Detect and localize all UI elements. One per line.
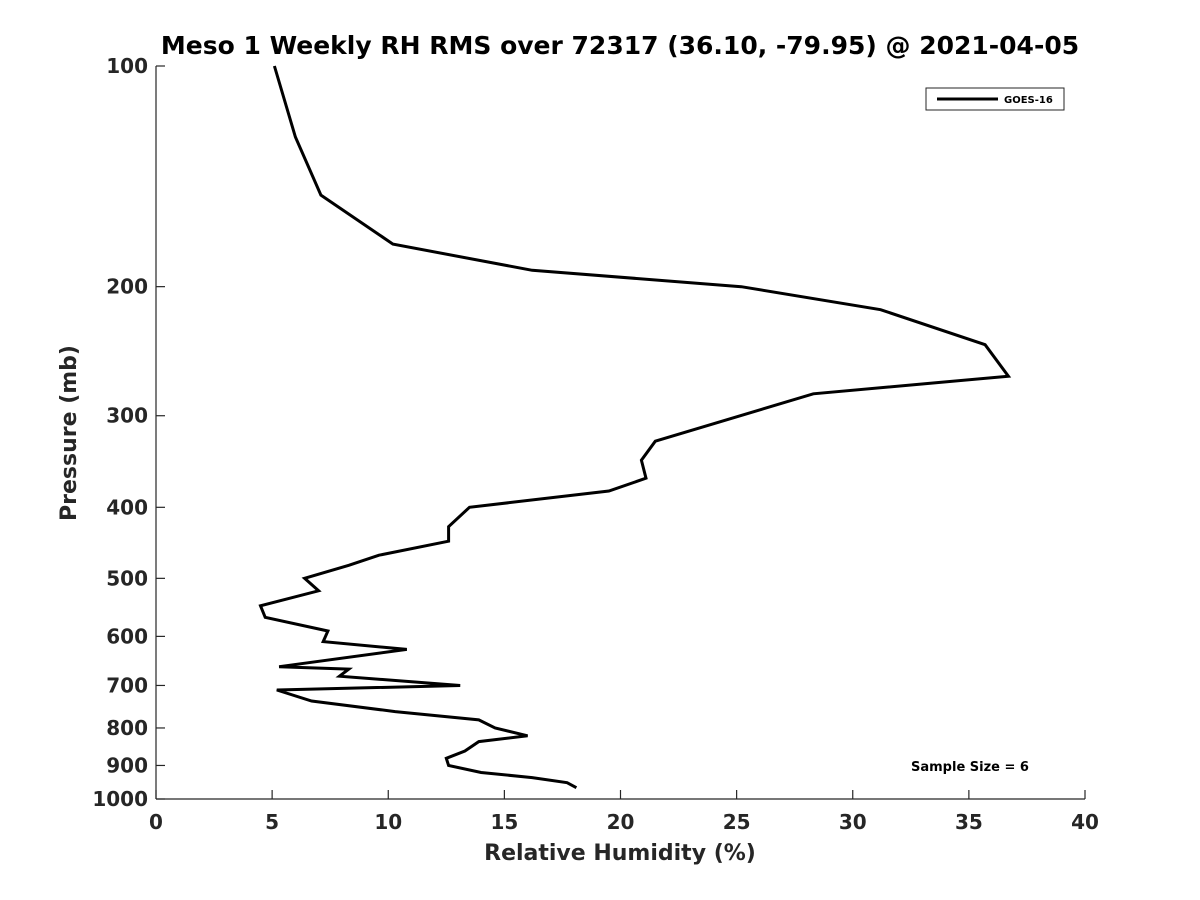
x-tick-label: 10 — [374, 810, 402, 834]
y-tick-label: 500 — [106, 566, 148, 590]
x-tick-label: 25 — [723, 810, 751, 834]
y-tick-label: 400 — [106, 495, 148, 519]
x-tick-label: 15 — [490, 810, 518, 834]
y-tick-label: 200 — [106, 275, 148, 299]
x-tick-label: 5 — [265, 810, 279, 834]
y-axis-label: Pressure (mb) — [57, 345, 82, 521]
y-tick-label: 100 — [106, 54, 148, 78]
legend: GOES-16 — [925, 87, 1065, 111]
x-tick-label: 20 — [607, 810, 635, 834]
y-tick-label: 1000 — [92, 787, 148, 811]
x-tick-label: 35 — [955, 810, 983, 834]
y-tick-label: 600 — [106, 624, 148, 648]
y-tick-label: 700 — [106, 673, 148, 697]
x-ticks: 0 5 10 15 20 25 30 35 40 — [149, 790, 1099, 834]
sample-size-annotation: Sample Size = 6 — [911, 760, 1029, 775]
chart-title: Meso 1 Weekly RH RMS over 72317 (36.10, … — [161, 31, 1079, 60]
series-layer — [258, 65, 1012, 790]
x-tick-label: 30 — [839, 810, 867, 834]
series-line-goes-16 — [258, 65, 1012, 790]
x-tick-label: 0 — [149, 810, 163, 834]
y-tick-label: 300 — [106, 404, 148, 428]
legend-entry-label: GOES-16 — [1004, 95, 1053, 106]
y-tick-label: 800 — [106, 716, 148, 740]
x-axis-label: Relative Humidity (%) — [484, 841, 756, 866]
y-ticks: 100 200 300 400 500 600 700 800 900 1000 — [92, 54, 165, 811]
x-tick-label: 40 — [1071, 810, 1099, 834]
y-tick-label: 900 — [106, 753, 148, 777]
